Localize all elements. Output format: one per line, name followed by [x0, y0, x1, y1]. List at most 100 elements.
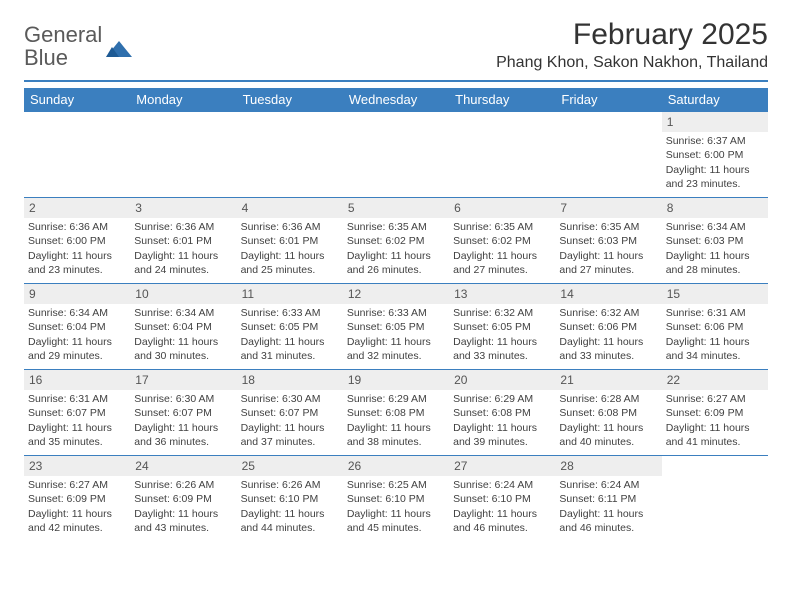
- calendar-week: 23Sunrise: 6:27 AMSunset: 6:09 PMDayligh…: [24, 456, 768, 542]
- sunrise-text: Sunrise: 6:26 AM: [241, 478, 339, 492]
- sunrise-text: Sunrise: 6:27 AM: [666, 392, 764, 406]
- daylight-text: Daylight: 11 hours and 33 minutes.: [559, 335, 657, 363]
- sunset-text: Sunset: 6:05 PM: [241, 320, 339, 334]
- daylight-text: Daylight: 11 hours and 25 minutes.: [241, 249, 339, 277]
- day-details: Sunrise: 6:26 AMSunset: 6:09 PMDaylight:…: [134, 478, 232, 535]
- day-details: Sunrise: 6:33 AMSunset: 6:05 PMDaylight:…: [241, 306, 339, 363]
- calendar-row: 9Sunrise: 6:34 AMSunset: 6:04 PMDaylight…: [24, 284, 768, 370]
- sunrise-text: Sunrise: 6:29 AM: [347, 392, 445, 406]
- sunset-text: Sunset: 6:01 PM: [134, 234, 232, 248]
- day-details: Sunrise: 6:34 AMSunset: 6:04 PMDaylight:…: [134, 306, 232, 363]
- calendar-cell: 18Sunrise: 6:30 AMSunset: 6:07 PMDayligh…: [237, 370, 343, 456]
- sunset-text: Sunset: 6:05 PM: [453, 320, 551, 334]
- sunset-text: Sunset: 6:10 PM: [453, 492, 551, 506]
- daylight-text: Daylight: 11 hours and 38 minutes.: [347, 421, 445, 449]
- calendar-cell: 21Sunrise: 6:28 AMSunset: 6:08 PMDayligh…: [555, 370, 661, 456]
- day-number: 1: [662, 112, 768, 132]
- day-number: 15: [662, 284, 768, 304]
- day-details: Sunrise: 6:24 AMSunset: 6:10 PMDaylight:…: [453, 478, 551, 535]
- calendar-cell: 16Sunrise: 6:31 AMSunset: 6:07 PMDayligh…: [24, 370, 130, 456]
- daylight-text: Daylight: 11 hours and 33 minutes.: [453, 335, 551, 363]
- calendar-cell: 1Sunrise: 6:37 AMSunset: 6:00 PMDaylight…: [662, 112, 768, 198]
- daylight-text: Daylight: 11 hours and 27 minutes.: [453, 249, 551, 277]
- sunset-text: Sunset: 6:07 PM: [241, 406, 339, 420]
- calendar-table: Sunday Monday Tuesday Wednesday Thursday…: [24, 88, 768, 542]
- sunset-text: Sunset: 6:04 PM: [28, 320, 126, 334]
- sunrise-text: Sunrise: 6:30 AM: [134, 392, 232, 406]
- day-number: 2: [24, 198, 130, 218]
- calendar-cell: [343, 112, 449, 198]
- daylight-text: Daylight: 11 hours and 37 minutes.: [241, 421, 339, 449]
- day-number: 28: [555, 456, 661, 476]
- day-details: Sunrise: 6:36 AMSunset: 6:01 PMDaylight:…: [241, 220, 339, 277]
- day-number: 7: [555, 198, 661, 218]
- calendar-cell: 14Sunrise: 6:32 AMSunset: 6:06 PMDayligh…: [555, 284, 661, 370]
- day-number: 11: [237, 284, 343, 304]
- page-title: February 2025: [496, 18, 768, 52]
- col-friday: Friday: [555, 88, 661, 112]
- day-details: Sunrise: 6:36 AMSunset: 6:00 PMDaylight:…: [28, 220, 126, 277]
- day-number: 20: [449, 370, 555, 390]
- sunset-text: Sunset: 6:09 PM: [28, 492, 126, 506]
- daylight-text: Daylight: 11 hours and 23 minutes.: [666, 163, 764, 191]
- calendar-cell: [130, 112, 236, 198]
- sunset-text: Sunset: 6:08 PM: [453, 406, 551, 420]
- day-number: 22: [662, 370, 768, 390]
- sunset-text: Sunset: 6:08 PM: [347, 406, 445, 420]
- sunset-text: Sunset: 6:11 PM: [559, 492, 657, 506]
- col-wednesday: Wednesday: [343, 88, 449, 112]
- calendar-cell: 19Sunrise: 6:29 AMSunset: 6:08 PMDayligh…: [343, 370, 449, 456]
- daylight-text: Daylight: 11 hours and 42 minutes.: [28, 507, 126, 535]
- day-details: Sunrise: 6:35 AMSunset: 6:03 PMDaylight:…: [559, 220, 657, 277]
- sunrise-text: Sunrise: 6:32 AM: [453, 306, 551, 320]
- day-details: Sunrise: 6:31 AMSunset: 6:06 PMDaylight:…: [666, 306, 764, 363]
- calendar-cell: 12Sunrise: 6:33 AMSunset: 6:05 PMDayligh…: [343, 284, 449, 370]
- sunset-text: Sunset: 6:10 PM: [347, 492, 445, 506]
- sunset-text: Sunset: 6:09 PM: [134, 492, 232, 506]
- calendar-cell: [555, 112, 661, 198]
- daylight-text: Daylight: 11 hours and 46 minutes.: [453, 507, 551, 535]
- day-details: Sunrise: 6:32 AMSunset: 6:06 PMDaylight:…: [559, 306, 657, 363]
- day-number: 8: [662, 198, 768, 218]
- day-details: Sunrise: 6:36 AMSunset: 6:01 PMDaylight:…: [134, 220, 232, 277]
- calendar-cell: 26Sunrise: 6:25 AMSunset: 6:10 PMDayligh…: [343, 456, 449, 542]
- daylight-text: Daylight: 11 hours and 43 minutes.: [134, 507, 232, 535]
- day-number: 18: [237, 370, 343, 390]
- calendar-row: 16Sunrise: 6:31 AMSunset: 6:07 PMDayligh…: [24, 370, 768, 456]
- sunset-text: Sunset: 6:02 PM: [347, 234, 445, 248]
- calendar-cell: 4Sunrise: 6:36 AMSunset: 6:01 PMDaylight…: [237, 198, 343, 284]
- sunrise-text: Sunrise: 6:28 AM: [559, 392, 657, 406]
- day-details: Sunrise: 6:24 AMSunset: 6:11 PMDaylight:…: [559, 478, 657, 535]
- sunset-text: Sunset: 6:06 PM: [666, 320, 764, 334]
- day-details: Sunrise: 6:32 AMSunset: 6:05 PMDaylight:…: [453, 306, 551, 363]
- day-number: 5: [343, 198, 449, 218]
- day-details: Sunrise: 6:30 AMSunset: 6:07 PMDaylight:…: [134, 392, 232, 449]
- calendar-cell: 20Sunrise: 6:29 AMSunset: 6:08 PMDayligh…: [449, 370, 555, 456]
- daylight-text: Daylight: 11 hours and 46 minutes.: [559, 507, 657, 535]
- calendar-cell: 6Sunrise: 6:35 AMSunset: 6:02 PMDaylight…: [449, 198, 555, 284]
- sunrise-text: Sunrise: 6:34 AM: [134, 306, 232, 320]
- daylight-text: Daylight: 11 hours and 23 minutes.: [28, 249, 126, 277]
- calendar-cell: 2Sunrise: 6:36 AMSunset: 6:00 PMDaylight…: [24, 198, 130, 284]
- sunset-text: Sunset: 6:02 PM: [453, 234, 551, 248]
- day-number: 16: [24, 370, 130, 390]
- day-number: 23: [24, 456, 130, 476]
- sunrise-text: Sunrise: 6:36 AM: [28, 220, 126, 234]
- calendar-cell: 23 Sunrise: 6:27 AMSunset: 6:09 PMDayligh…: [24, 456, 130, 542]
- day-number: 10: [130, 284, 236, 304]
- calendar-cell: 28Sunrise: 6:24 AMSunset: 6:11 PMDayligh…: [555, 456, 661, 542]
- sunrise-text: Sunrise: 6:24 AM: [559, 478, 657, 492]
- daylight-text: Daylight: 11 hours and 31 minutes.: [241, 335, 339, 363]
- sunrise-text: Sunrise: 6:27 AM: [28, 478, 126, 492]
- sunset-text: Sunset: 6:08 PM: [559, 406, 657, 420]
- sunset-text: Sunset: 6:09 PM: [666, 406, 764, 420]
- sunset-text: Sunset: 6:00 PM: [666, 148, 764, 162]
- day-details: Sunrise: 6:26 AMSunset: 6:10 PMDaylight:…: [241, 478, 339, 535]
- day-number: 12: [343, 284, 449, 304]
- day-number: 3: [130, 198, 236, 218]
- day-details: Sunrise: 6:25 AMSunset: 6:10 PMDaylight:…: [347, 478, 445, 535]
- day-number: 4: [237, 198, 343, 218]
- sunset-text: Sunset: 6:03 PM: [666, 234, 764, 248]
- daylight-text: Daylight: 11 hours and 32 minutes.: [347, 335, 445, 363]
- day-number: 24: [130, 456, 236, 476]
